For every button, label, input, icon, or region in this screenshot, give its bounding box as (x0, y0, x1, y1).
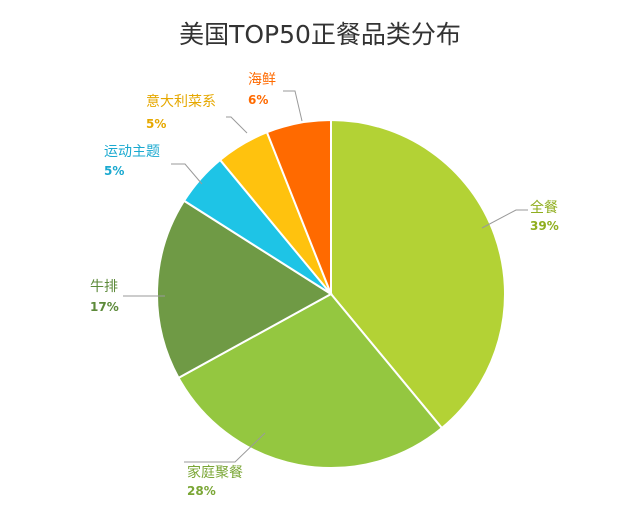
slice-percent-5: 6% (248, 93, 268, 107)
pie-labels: 全餐 39% 家庭聚餐 28% 牛排 17% 运动主题 5% 意大利菜系 5% 海鲜 6% (90, 72, 559, 498)
slice-percent-1: 28% (187, 484, 216, 498)
leader-line-5 (283, 90, 303, 122)
slice-percent-2: 17% (90, 300, 119, 314)
pie-slices (156, 118, 506, 470)
slice-label-0: 全餐 (530, 199, 558, 216)
leader-line-4 (226, 116, 248, 134)
slice-label-2: 牛排 (90, 279, 118, 295)
leader-line-0 (481, 209, 528, 229)
slice-label-1: 家庭聚餐 (187, 464, 243, 481)
leader-line-3 (171, 163, 203, 185)
slice-percent-0: 39% (530, 219, 559, 233)
slice-label-3: 运动主题 (104, 144, 160, 160)
leader-line-1 (184, 432, 266, 463)
slice-percent-4: 5% (146, 117, 166, 131)
chart-title: 美国TOP50正餐品类分布 (179, 20, 461, 49)
pie-slice-1 (177, 292, 444, 470)
pie-slice-0 (330, 118, 506, 430)
pie-slice-5 (265, 118, 332, 295)
pie-slice-2 (156, 199, 333, 380)
slice-label-5: 海鲜 (248, 72, 276, 88)
slice-label-4: 意大利菜系 (146, 93, 216, 110)
slice-percent-3: 5% (104, 164, 124, 178)
